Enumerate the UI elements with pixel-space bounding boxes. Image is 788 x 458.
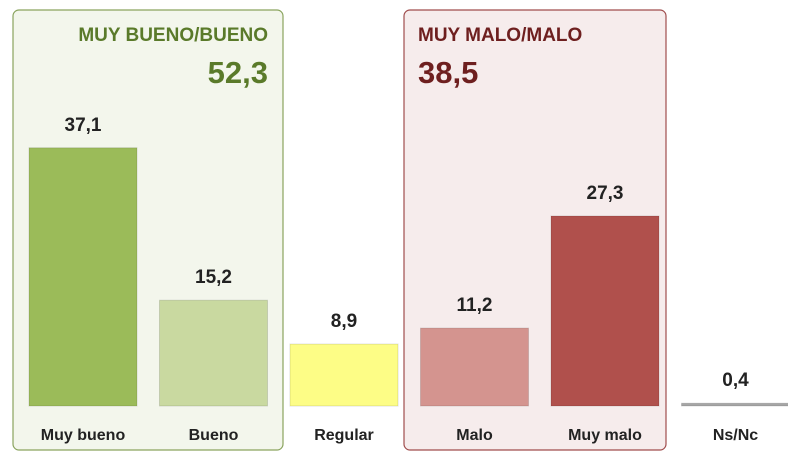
- bar: [420, 327, 529, 407]
- value-label: 37,1: [65, 115, 102, 136]
- category-label: Ns/Nc: [713, 427, 758, 444]
- value-label: 11,2: [457, 295, 493, 316]
- group-total: 38,5: [418, 55, 478, 90]
- bar: [159, 299, 268, 407]
- bar: [550, 215, 660, 407]
- bar: [289, 343, 399, 407]
- value-label: 27,3: [587, 183, 624, 204]
- category-label: Muy malo: [568, 427, 642, 444]
- category-label: Malo: [456, 427, 493, 444]
- bar: [28, 147, 138, 407]
- value-label: 15,2: [195, 267, 232, 288]
- category-label: Bueno: [189, 427, 239, 444]
- category-label: Muy bueno: [41, 427, 126, 444]
- bar: [681, 402, 788, 407]
- value-label: 8,9: [331, 311, 357, 332]
- category-label: Regular: [314, 427, 374, 444]
- value-label: 0,4: [722, 370, 749, 391]
- group-total: 52,3: [208, 55, 268, 90]
- group-title: MUY BUENO/BUENO: [78, 25, 268, 46]
- group-title: MUY MALO/MALO: [418, 25, 582, 46]
